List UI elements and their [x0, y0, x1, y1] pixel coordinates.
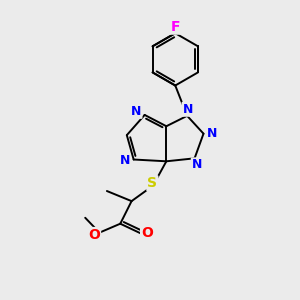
Text: O: O [141, 226, 153, 240]
Text: S: S [147, 176, 158, 190]
Text: N: N [207, 127, 217, 140]
Text: N: N [192, 158, 202, 171]
Text: O: O [88, 228, 100, 242]
Text: N: N [119, 154, 130, 167]
Text: N: N [131, 105, 142, 118]
Text: N: N [183, 103, 193, 116]
Text: F: F [170, 20, 180, 34]
